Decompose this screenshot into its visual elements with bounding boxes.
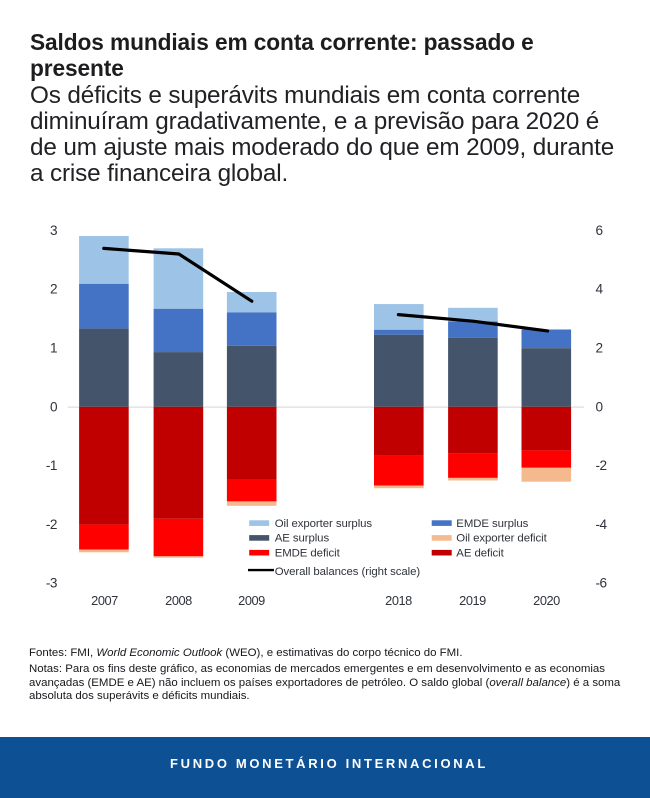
svg-text:-3: -3 — [46, 576, 57, 591]
svg-text:1: 1 — [50, 341, 57, 356]
svg-text:3: 3 — [50, 223, 57, 238]
svg-text:2009: 2009 — [238, 593, 265, 608]
svg-text:AE surplus: AE surplus — [275, 533, 330, 545]
svg-text:2007: 2007 — [91, 593, 118, 608]
svg-text:-2: -2 — [596, 458, 607, 473]
svg-text:2008: 2008 — [165, 593, 192, 608]
svg-text:2020: 2020 — [533, 593, 560, 608]
svg-text:Oil exporter surplus: Oil exporter surplus — [275, 518, 373, 530]
svg-text:2: 2 — [596, 341, 603, 356]
svg-text:EMDE surplus: EMDE surplus — [456, 518, 528, 530]
svg-text:0: 0 — [50, 399, 58, 414]
svg-text:-4: -4 — [596, 517, 608, 532]
svg-text:2018: 2018 — [385, 593, 412, 608]
svg-text:-1: -1 — [46, 458, 57, 473]
svg-text:6: 6 — [596, 223, 603, 238]
svg-text:0: 0 — [596, 399, 604, 414]
svg-text:-6: -6 — [596, 576, 607, 591]
svg-text:-2: -2 — [46, 517, 57, 532]
svg-text:2: 2 — [50, 282, 57, 297]
svg-text:4: 4 — [596, 282, 604, 297]
svg-text:2019: 2019 — [459, 593, 486, 608]
svg-text:Oil exporter deficit: Oil exporter deficit — [456, 533, 547, 545]
svg-text:AE deficit: AE deficit — [456, 547, 504, 559]
svg-text:EMDE deficit: EMDE deficit — [275, 547, 341, 559]
svg-text:Overall balances (right scale): Overall balances (right scale) — [275, 566, 421, 578]
